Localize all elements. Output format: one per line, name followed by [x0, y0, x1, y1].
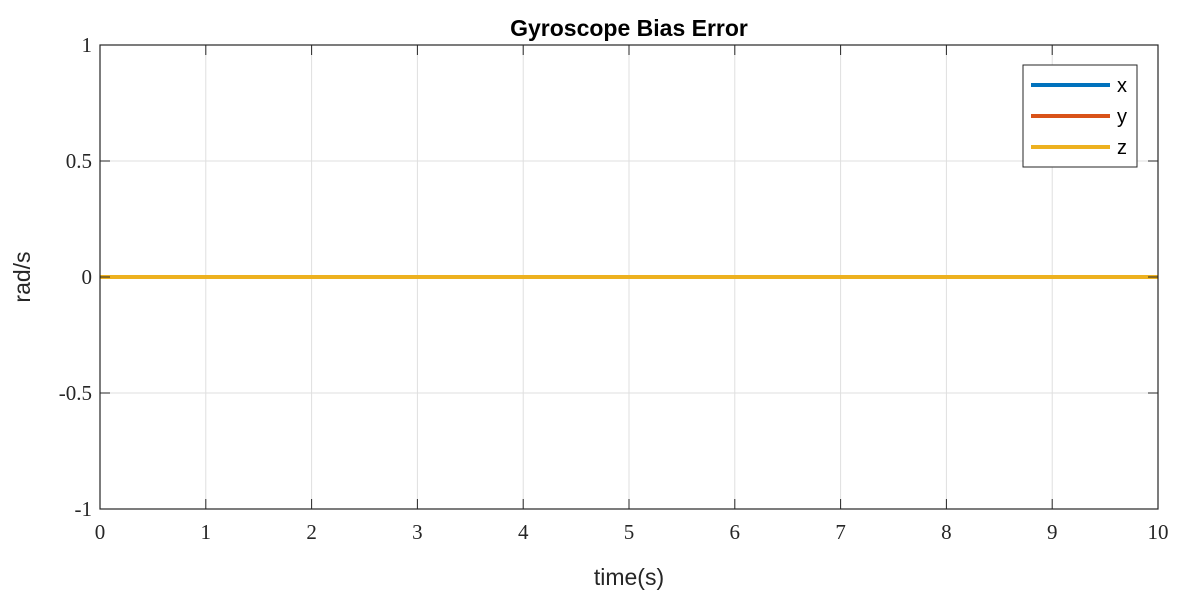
- y-tick-label: 0.5: [66, 149, 92, 173]
- y-tick-label: 1: [82, 33, 93, 57]
- x-tick-label: 0: [95, 520, 106, 544]
- x-tick-label: 6: [730, 520, 741, 544]
- ticks: [99, 44, 1159, 510]
- x-tick-label: 1: [201, 520, 212, 544]
- x-tick-label: 9: [1047, 520, 1058, 544]
- x-tick-label: 3: [412, 520, 423, 544]
- y-tick-label: -1: [75, 497, 93, 521]
- y-tick-label: 0: [82, 265, 93, 289]
- x-tick-label: 4: [518, 520, 529, 544]
- y-axis-label: rad/s: [9, 251, 35, 302]
- x-tick-label: 8: [941, 520, 952, 544]
- y-tick-label: -0.5: [59, 381, 92, 405]
- x-tick-labels: 0 1 2 3 4 5 6 7 8 9 10: [95, 520, 1169, 544]
- y-tick-labels: -1 -0.5 0 0.5 1: [59, 33, 92, 521]
- x-tick-label: 7: [835, 520, 846, 544]
- legend-label-z: z: [1117, 137, 1127, 159]
- legend-label-x: x: [1117, 75, 1127, 97]
- x-tick-label: 2: [306, 520, 317, 544]
- legend: xyz: [1022, 64, 1138, 168]
- x-axis-label: time(s): [594, 564, 664, 590]
- legend-label-y: y: [1117, 106, 1127, 128]
- chart-title: Gyroscope Bias Error: [510, 15, 748, 41]
- x-tick-label: 5: [624, 520, 635, 544]
- x-tick-label: 10: [1148, 520, 1169, 544]
